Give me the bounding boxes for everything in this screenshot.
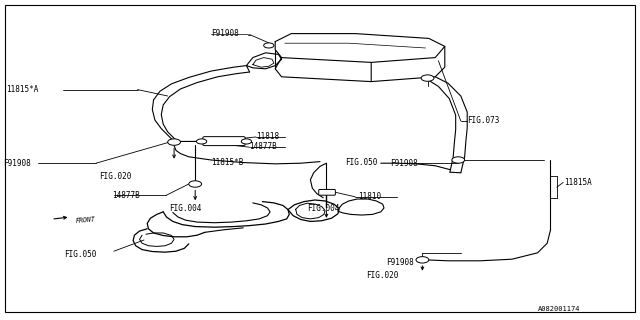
Text: FIG.004: FIG.004 <box>307 204 340 213</box>
Text: A082001174: A082001174 <box>538 307 580 312</box>
Text: FIG.020: FIG.020 <box>99 172 132 180</box>
Text: FIG.073: FIG.073 <box>467 116 500 125</box>
Circle shape <box>196 139 207 144</box>
Circle shape <box>241 139 252 144</box>
Circle shape <box>452 157 465 163</box>
Circle shape <box>416 257 429 263</box>
Text: F91908: F91908 <box>386 258 413 267</box>
Text: F91908: F91908 <box>390 159 418 168</box>
Circle shape <box>189 181 202 187</box>
FancyBboxPatch shape <box>319 189 335 195</box>
Text: 11815*B: 11815*B <box>211 158 244 167</box>
Circle shape <box>421 75 434 81</box>
Text: 14877B: 14877B <box>112 191 140 200</box>
Text: FIG.020: FIG.020 <box>366 271 399 280</box>
Text: 11815A: 11815A <box>564 178 592 187</box>
Text: FRONT: FRONT <box>76 216 96 224</box>
Text: FIG.004: FIG.004 <box>170 204 202 212</box>
Text: 11810: 11810 <box>358 192 381 201</box>
Text: FIG.050: FIG.050 <box>346 158 378 167</box>
Text: F91908: F91908 <box>211 29 239 38</box>
Text: 11818: 11818 <box>256 132 279 140</box>
Text: FIG.050: FIG.050 <box>64 250 97 259</box>
Text: 14877B: 14877B <box>250 142 277 151</box>
Text: 11815*A: 11815*A <box>6 85 39 94</box>
Text: F91908: F91908 <box>3 159 31 168</box>
Circle shape <box>168 139 180 145</box>
Circle shape <box>264 43 274 48</box>
FancyBboxPatch shape <box>203 137 245 146</box>
